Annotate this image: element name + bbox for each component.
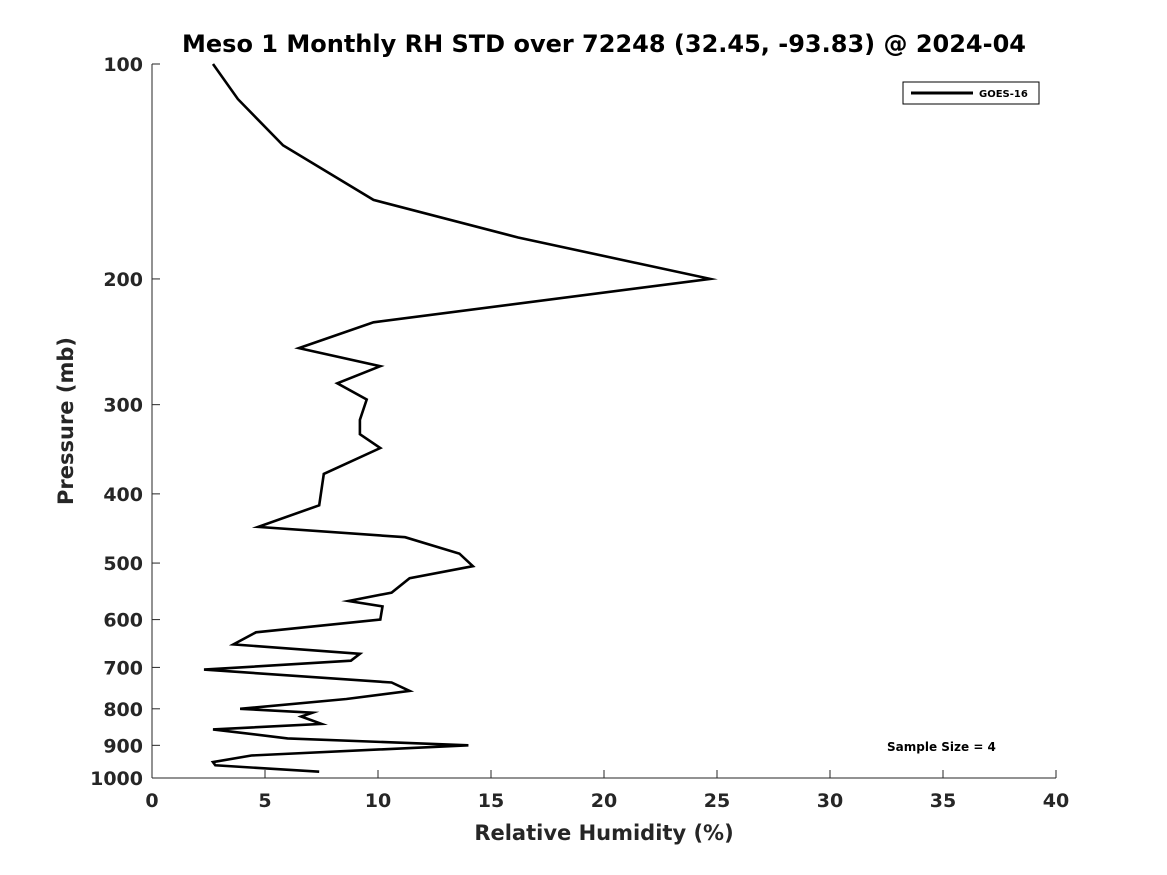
y-tick-label: 200 [103, 269, 143, 291]
series-line-goes16 [203, 63, 718, 773]
chart-title: Meso 1 Monthly RH STD over 72248 (32.45,… [182, 30, 1026, 58]
x-tick-label: 15 [478, 790, 504, 812]
x-tick-label: 25 [704, 790, 730, 812]
x-tick-label: 40 [1043, 790, 1069, 812]
y-tick-label: 600 [103, 610, 143, 632]
y-tick-label: 400 [103, 484, 143, 506]
y-tick-label: 100 [103, 54, 143, 76]
legend: GOES-16 [902, 81, 1040, 105]
x-tick-label: 20 [591, 790, 617, 812]
x-tick-label: 0 [145, 790, 158, 812]
sample-size-annotation: Sample Size = 4 [887, 740, 996, 754]
x-axis-title: Relative Humidity (%) [474, 821, 733, 845]
y-tick-label: 1000 [90, 768, 143, 790]
x-tick-label: 5 [258, 790, 271, 812]
x-tick-label: 30 [817, 790, 843, 812]
legend-label: GOES-16 [979, 89, 1028, 100]
y-tick-label: 800 [103, 699, 143, 721]
plot-area: 0 5 10 15 20 25 30 35 40 100 200 300 400 500 600 700 800… [90, 54, 1069, 812]
y-axis-title: Pressure (mb) [54, 337, 78, 505]
y-tick-label: 500 [103, 553, 143, 575]
x-tick-label: 10 [365, 790, 391, 812]
y-tick-label: 300 [103, 395, 143, 417]
x-tick-label: 35 [930, 790, 956, 812]
y-tick-label: 900 [103, 735, 143, 757]
y-tick-label: 700 [103, 657, 143, 679]
